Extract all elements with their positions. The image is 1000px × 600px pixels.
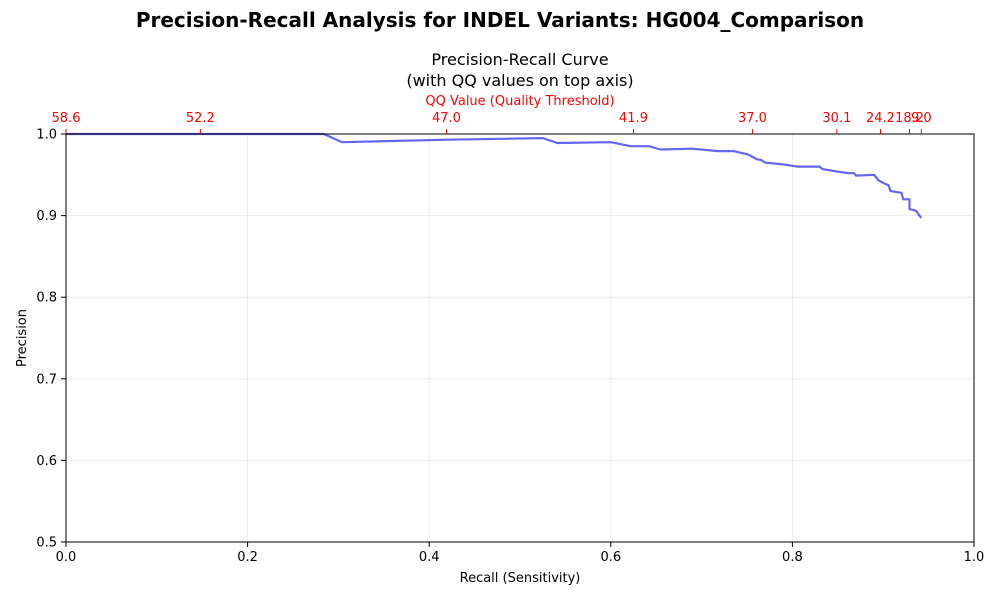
y-tick-label: 1.0 xyxy=(36,128,57,143)
top-tick-label: 58.6 xyxy=(52,111,81,126)
x-tick-label: 0.8 xyxy=(782,550,803,565)
plot-frame xyxy=(65,133,975,543)
figure-title: Precision-Recall Analysis for INDEL Vari… xyxy=(135,8,865,32)
top-tick-label: 18.2 xyxy=(895,111,924,126)
x-tick-label: 1.0 xyxy=(964,550,985,565)
y-tick-label: 0.9 xyxy=(36,209,57,224)
x-tick-label: 0.6 xyxy=(600,550,621,565)
top-axis-label: QQ Value (Quality Threshold) xyxy=(425,94,614,109)
top-tick-label: 41.9 xyxy=(619,111,648,126)
axes: 0.0 0.2 0.4 0.6 0.8 1.0 0.5 0.6 0.7 0.8 0.9 1.0 58.6… xyxy=(36,111,984,565)
y-tick-label: 0.7 xyxy=(36,372,57,387)
chart-title-line1: Precision-Recall Curve xyxy=(431,50,608,69)
y-tick-label: 0.8 xyxy=(36,291,57,306)
x-axis-label: Recall (Sensitivity) xyxy=(460,571,581,586)
grid-lines xyxy=(65,133,975,543)
y-tick-label: 0.6 xyxy=(36,454,57,469)
y-axis-label: Precision xyxy=(15,309,30,367)
top-tick-label: 24.2 xyxy=(866,111,895,126)
x-tick-label: 0.0 xyxy=(56,550,77,565)
chart-title-line2: (with QQ values on top axis) xyxy=(406,71,633,90)
top-tick-label: 52.2 xyxy=(186,111,215,126)
top-tick-label: 30.1 xyxy=(822,111,851,126)
x-tick-label: 0.4 xyxy=(419,550,440,565)
pr-curve-line xyxy=(66,132,923,219)
x-tick-label: 0.2 xyxy=(237,550,258,565)
top-tick-label: 9.0 xyxy=(911,111,932,126)
y-tick-label: 0.5 xyxy=(36,536,57,551)
top-tick-label: 47.0 xyxy=(432,111,461,126)
series-layer xyxy=(66,132,923,219)
top-tick-label: 37.0 xyxy=(738,111,767,126)
